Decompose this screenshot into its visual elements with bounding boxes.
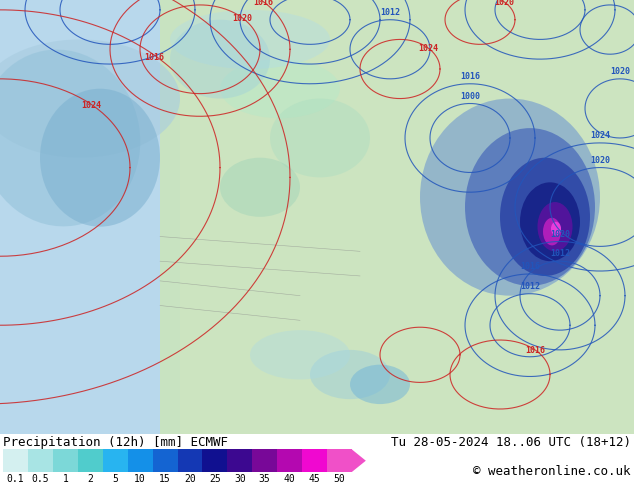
Bar: [103, 449, 127, 472]
Ellipse shape: [220, 158, 300, 217]
Ellipse shape: [40, 89, 160, 227]
Text: 1: 1: [63, 474, 68, 484]
Text: 1016: 1016: [253, 0, 273, 7]
Bar: [53, 449, 78, 472]
Text: 1016: 1016: [525, 346, 545, 355]
Text: 40: 40: [284, 474, 295, 484]
Text: 20: 20: [184, 474, 196, 484]
Text: 1020: 1020: [232, 14, 252, 23]
Text: 1024: 1024: [590, 131, 610, 140]
Bar: [3, 449, 28, 472]
Text: 0.1: 0.1: [7, 474, 25, 484]
Ellipse shape: [520, 182, 580, 261]
Text: 1020: 1020: [495, 0, 515, 7]
Text: 1024: 1024: [418, 44, 438, 53]
Text: 5: 5: [112, 474, 118, 484]
Text: 1020: 1020: [590, 156, 610, 165]
Ellipse shape: [310, 350, 390, 399]
Text: 45: 45: [309, 474, 320, 484]
Text: 1000: 1000: [460, 92, 480, 100]
Ellipse shape: [170, 10, 330, 69]
Text: Tu 28-05-2024 18..06 UTC (18+12): Tu 28-05-2024 18..06 UTC (18+12): [391, 437, 631, 449]
Text: 50: 50: [333, 474, 346, 484]
Ellipse shape: [551, 222, 561, 236]
Ellipse shape: [250, 330, 350, 379]
Text: 1016: 1016: [460, 72, 480, 81]
Bar: [178, 449, 202, 472]
Text: 1012: 1012: [380, 8, 400, 17]
Ellipse shape: [350, 365, 410, 404]
Bar: [28, 449, 53, 472]
Text: 1008: 1008: [600, 0, 620, 2]
Text: 1020: 1020: [610, 67, 630, 76]
Polygon shape: [160, 0, 634, 434]
Ellipse shape: [170, 20, 270, 98]
Ellipse shape: [420, 98, 600, 295]
Bar: [202, 449, 228, 472]
Bar: [277, 449, 302, 472]
Text: 2: 2: [87, 474, 93, 484]
Polygon shape: [352, 449, 366, 472]
Bar: [153, 449, 178, 472]
Ellipse shape: [0, 49, 140, 226]
Text: 25: 25: [209, 474, 221, 484]
Text: 1024: 1024: [81, 101, 101, 110]
Text: 15: 15: [159, 474, 171, 484]
Bar: [252, 449, 277, 472]
Text: 1012: 1012: [520, 282, 540, 291]
Bar: [127, 449, 153, 472]
Bar: [228, 449, 252, 472]
Text: 35: 35: [259, 474, 271, 484]
Ellipse shape: [538, 202, 573, 251]
Ellipse shape: [270, 98, 370, 177]
Text: 1020: 1020: [550, 229, 570, 239]
Text: 30: 30: [234, 474, 245, 484]
Text: 0.5: 0.5: [32, 474, 49, 484]
Bar: [302, 449, 327, 472]
Text: 10: 10: [134, 474, 146, 484]
Ellipse shape: [500, 158, 590, 276]
Ellipse shape: [465, 128, 595, 286]
Ellipse shape: [0, 39, 180, 158]
Bar: [78, 449, 103, 472]
Text: 1012: 1012: [550, 249, 570, 258]
Ellipse shape: [220, 59, 340, 118]
Polygon shape: [0, 0, 180, 434]
Ellipse shape: [543, 218, 561, 245]
Text: 1016: 1016: [144, 52, 164, 62]
Bar: [327, 449, 352, 472]
Text: Precipitation (12h) [mm] ECMWF: Precipitation (12h) [mm] ECMWF: [3, 437, 228, 449]
Text: 1016: 1016: [520, 262, 540, 271]
Text: © weatheronline.co.uk: © weatheronline.co.uk: [474, 465, 631, 478]
